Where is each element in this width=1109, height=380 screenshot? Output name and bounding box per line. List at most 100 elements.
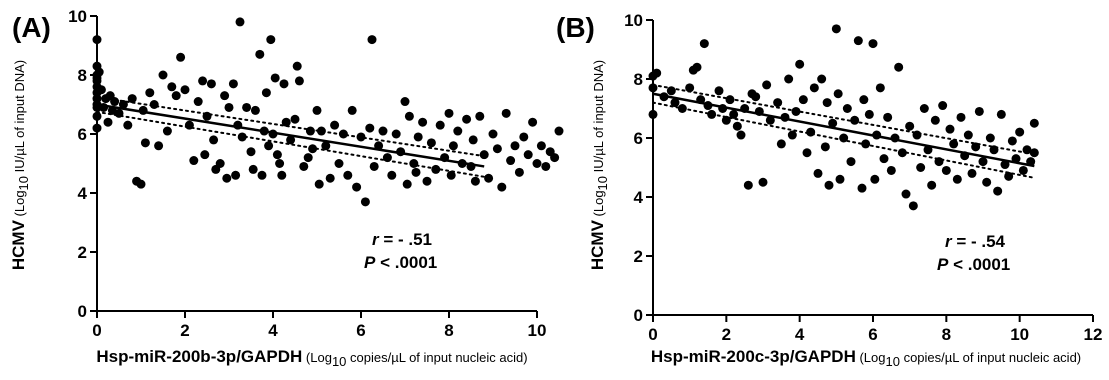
stat-r: r = - .51	[372, 230, 432, 249]
data-point	[666, 86, 676, 96]
data-point	[762, 80, 772, 90]
data-point	[927, 180, 937, 190]
x-tick-label: 4	[795, 325, 805, 344]
data-point	[736, 130, 746, 140]
data-point	[868, 39, 878, 49]
data-point	[519, 132, 529, 142]
data-point	[235, 17, 245, 27]
data-point	[652, 68, 662, 78]
data-point	[435, 120, 445, 130]
data-point	[198, 76, 208, 86]
data-point	[369, 161, 379, 171]
data-point	[725, 95, 735, 105]
data-point	[859, 95, 869, 105]
data-point	[343, 170, 353, 180]
x-axis-title-unit-pre: (Log	[856, 350, 886, 365]
data-point	[861, 139, 871, 149]
data-point	[180, 85, 190, 95]
data-point	[387, 170, 397, 180]
y-tick-label: 4	[78, 184, 88, 203]
data-point	[316, 126, 326, 136]
data-point	[941, 165, 951, 175]
data-point	[974, 106, 984, 116]
x-axis-title: Hsp-miR-200b-3p/GAPDH (Log10 copies/µL o…	[96, 347, 527, 369]
data-point	[864, 109, 874, 119]
data-point	[92, 35, 102, 45]
data-point	[167, 82, 177, 92]
data-point	[312, 105, 322, 115]
x-tick-label: 6	[356, 321, 365, 340]
data-point	[290, 114, 300, 124]
data-point	[870, 174, 880, 184]
data-point	[699, 39, 709, 49]
data-point	[875, 83, 885, 93]
y-axis-title-unit-post: IU/µL of input DNA)	[12, 60, 27, 176]
y-tick-label: 2	[634, 247, 643, 266]
x-axis-title-bold: Hsp-miR-200c-3p/GAPDH	[651, 347, 856, 366]
regression-line	[96, 103, 485, 168]
stat-r-value: = - .51	[379, 230, 432, 249]
data-point	[246, 147, 256, 157]
y-tick-label: 2	[78, 243, 87, 262]
ci-upper-line	[96, 96, 486, 158]
stat-p: P < .0001	[364, 253, 437, 272]
data-point	[206, 79, 216, 89]
data-point	[127, 94, 137, 104]
data-point	[828, 118, 838, 128]
data-point	[729, 109, 739, 119]
data-point	[985, 133, 995, 143]
stat-r-value: = - .54	[952, 232, 1006, 251]
data-point	[411, 167, 421, 177]
data-point	[248, 164, 258, 174]
data-point	[901, 189, 911, 199]
data-point	[831, 24, 841, 34]
data-point	[905, 121, 915, 131]
data-point	[1015, 127, 1025, 137]
data-point	[824, 180, 834, 190]
data-point	[963, 130, 973, 140]
panel-letter: (A)	[12, 12, 51, 43]
data-point	[308, 144, 318, 154]
data-point	[886, 165, 896, 175]
data-point	[982, 177, 992, 187]
data-point	[224, 102, 234, 112]
data-point	[1007, 136, 1017, 146]
data-point	[857, 183, 867, 193]
data-point	[993, 186, 1003, 196]
data-point	[894, 62, 904, 72]
data-point	[145, 88, 155, 98]
x-tick-label: 0	[92, 321, 101, 340]
data-point	[426, 138, 436, 148]
data-point	[237, 132, 247, 142]
y-tick-label: 8	[634, 70, 643, 89]
data-point	[934, 157, 944, 167]
y-tick-label: 8	[78, 66, 87, 85]
data-point	[96, 85, 106, 95]
data-point	[956, 112, 966, 122]
y-axis-title-unit-post: IU/µL of input DNA)	[591, 60, 606, 176]
data-point	[171, 91, 181, 101]
data-point	[817, 74, 827, 84]
data-point	[692, 62, 702, 72]
data-point	[228, 79, 238, 89]
data-point	[989, 145, 999, 155]
data-point	[202, 111, 212, 121]
x-tick-label: 8	[942, 325, 951, 344]
data-point	[714, 86, 724, 96]
x-tick-label: 0	[648, 325, 657, 344]
data-point	[938, 101, 948, 111]
data-point	[853, 36, 863, 46]
panel-a: (A) HCMV (Log10 IU/µL of input DNA) Hsp-…	[9, 7, 564, 369]
data-point	[92, 111, 102, 121]
data-point	[919, 104, 929, 113]
data-point	[506, 156, 516, 166]
data-point	[321, 141, 331, 151]
data-point	[255, 49, 265, 59]
data-point	[281, 117, 291, 127]
data-point	[391, 129, 401, 139]
data-point	[118, 100, 128, 109]
data-point	[277, 170, 287, 180]
x-axis-title: Hsp-miR-200c-3p/GAPDH (Log10 copies/µL o…	[651, 347, 1081, 369]
data-point	[839, 133, 849, 143]
